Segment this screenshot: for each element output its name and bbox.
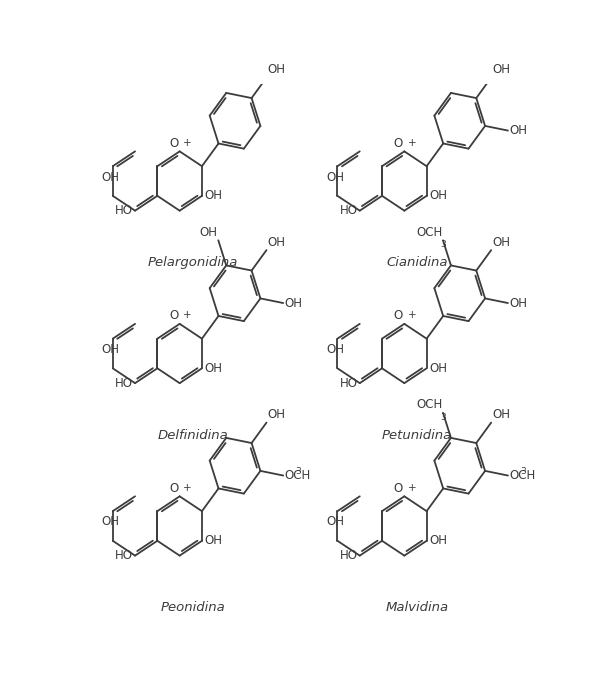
- Text: O: O: [394, 136, 403, 150]
- Text: O: O: [169, 136, 178, 150]
- Text: OH: OH: [326, 171, 344, 183]
- Text: OH: OH: [429, 362, 448, 375]
- Text: OH: OH: [509, 297, 527, 310]
- Text: OH: OH: [284, 297, 303, 310]
- Text: OH: OH: [326, 343, 344, 356]
- Text: +: +: [408, 310, 416, 320]
- Text: OH: OH: [101, 515, 120, 528]
- Text: OH: OH: [492, 408, 510, 421]
- Text: +: +: [183, 310, 191, 320]
- Text: OH: OH: [268, 408, 286, 421]
- Text: HO: HO: [115, 204, 133, 217]
- Text: HO: HO: [115, 377, 133, 390]
- Text: OH: OH: [268, 236, 286, 249]
- Text: OH: OH: [429, 189, 448, 202]
- Text: Delfinidina: Delfinidina: [157, 429, 228, 442]
- Text: 3: 3: [440, 240, 446, 249]
- Text: OH: OH: [101, 171, 120, 183]
- Text: HO: HO: [339, 204, 358, 217]
- Text: OCH: OCH: [416, 398, 443, 412]
- Text: 3: 3: [520, 467, 526, 476]
- Text: OH: OH: [492, 64, 510, 76]
- Text: OH: OH: [101, 343, 120, 356]
- Text: HO: HO: [115, 549, 133, 562]
- Text: OH: OH: [429, 534, 448, 547]
- Text: OH: OH: [509, 125, 527, 137]
- Text: HO: HO: [339, 377, 358, 390]
- Text: Pelargonidina: Pelargonidina: [147, 256, 238, 270]
- Text: OH: OH: [492, 236, 510, 249]
- Text: OCH: OCH: [416, 226, 443, 239]
- Text: O: O: [394, 309, 403, 322]
- Text: OH: OH: [326, 515, 344, 528]
- Text: O: O: [169, 309, 178, 322]
- Text: OCH: OCH: [509, 469, 536, 482]
- Text: +: +: [408, 482, 416, 493]
- Text: 3: 3: [295, 467, 301, 476]
- Text: Petunidina: Petunidina: [382, 429, 452, 442]
- Text: OH: OH: [268, 64, 286, 76]
- Text: OH: OH: [205, 189, 223, 202]
- Text: OH: OH: [200, 226, 218, 239]
- Text: Cianidina: Cianidina: [387, 256, 448, 270]
- Text: HO: HO: [339, 549, 358, 562]
- Text: O: O: [169, 482, 178, 495]
- Text: +: +: [408, 138, 416, 148]
- Text: OH: OH: [205, 362, 223, 375]
- Text: +: +: [183, 482, 191, 493]
- Text: 3: 3: [440, 413, 446, 422]
- Text: Peonidina: Peonidina: [160, 601, 225, 615]
- Text: O: O: [394, 482, 403, 495]
- Text: Malvidina: Malvidina: [385, 601, 449, 615]
- Text: OH: OH: [205, 534, 223, 547]
- Text: OCH: OCH: [284, 469, 311, 482]
- Text: +: +: [183, 138, 191, 148]
